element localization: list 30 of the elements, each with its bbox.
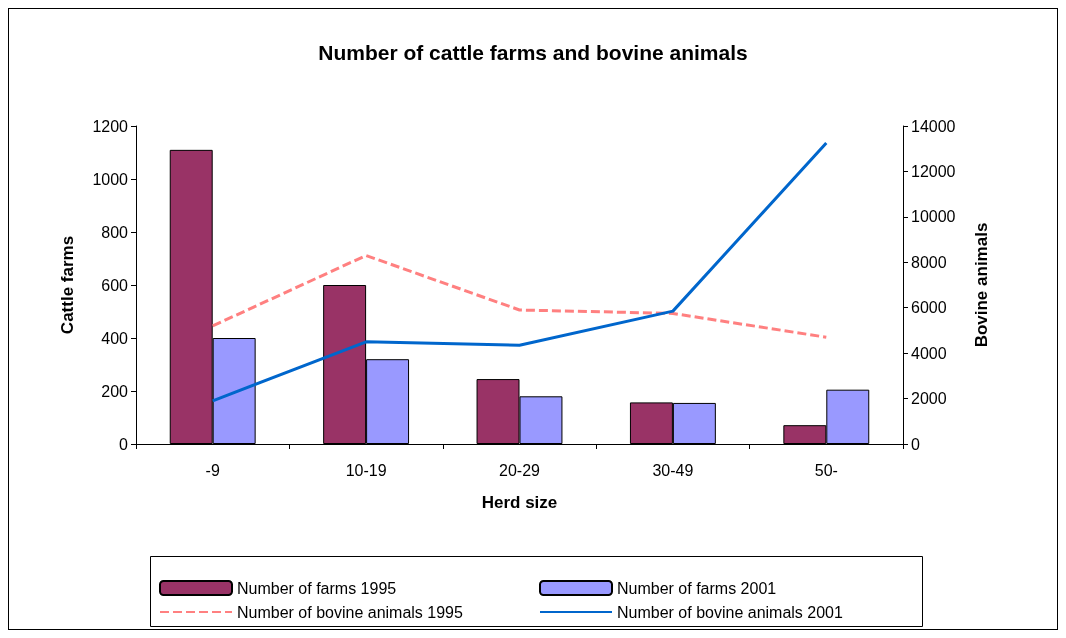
y2-tick-label: 10000 bbox=[911, 208, 956, 226]
y2-tick-label: 14000 bbox=[911, 117, 956, 135]
y2-tick-label: 2000 bbox=[911, 390, 947, 408]
x-tick-label: 50- bbox=[814, 461, 838, 479]
y-axis-title: Cattle farms bbox=[58, 235, 77, 335]
chart-title: Number of cattle farms and bovine animals bbox=[318, 41, 748, 64]
y2-tick-label: 12000 bbox=[911, 162, 956, 180]
legend-label: Number of bovine animals 2001 bbox=[617, 603, 844, 621]
y2-axis-title: Bovine animals bbox=[972, 222, 991, 348]
x-tick-label: 20-29 bbox=[499, 461, 541, 479]
line-series bbox=[211, 253, 828, 339]
y2-tick-label: 4000 bbox=[911, 344, 947, 362]
x-tick-label: 30-49 bbox=[652, 461, 694, 479]
y-tick-label: 600 bbox=[101, 276, 129, 294]
legend-label: Number of farms 2001 bbox=[617, 579, 777, 597]
y-tick-label: 200 bbox=[101, 382, 129, 400]
legend-label: Number of farms 1995 bbox=[237, 579, 397, 597]
line-series bbox=[211, 141, 828, 403]
y-tick-label: 0 bbox=[119, 435, 129, 453]
x-axis-title: Herd size bbox=[481, 493, 558, 512]
legend-label: Number of bovine animals 1995 bbox=[237, 603, 464, 621]
y2-tick-label: 8000 bbox=[911, 253, 947, 271]
x-tick-label: 10-19 bbox=[345, 461, 387, 479]
y-tick-label: 1200 bbox=[92, 117, 129, 135]
y2-tick-label: 0 bbox=[911, 435, 920, 453]
y-tick-label: 1000 bbox=[92, 170, 129, 188]
y2-tick-label: 6000 bbox=[911, 299, 947, 317]
y-tick-label: 800 bbox=[101, 223, 129, 241]
y-tick-label: 400 bbox=[101, 329, 129, 347]
x-tick-label: -9 bbox=[205, 461, 220, 479]
